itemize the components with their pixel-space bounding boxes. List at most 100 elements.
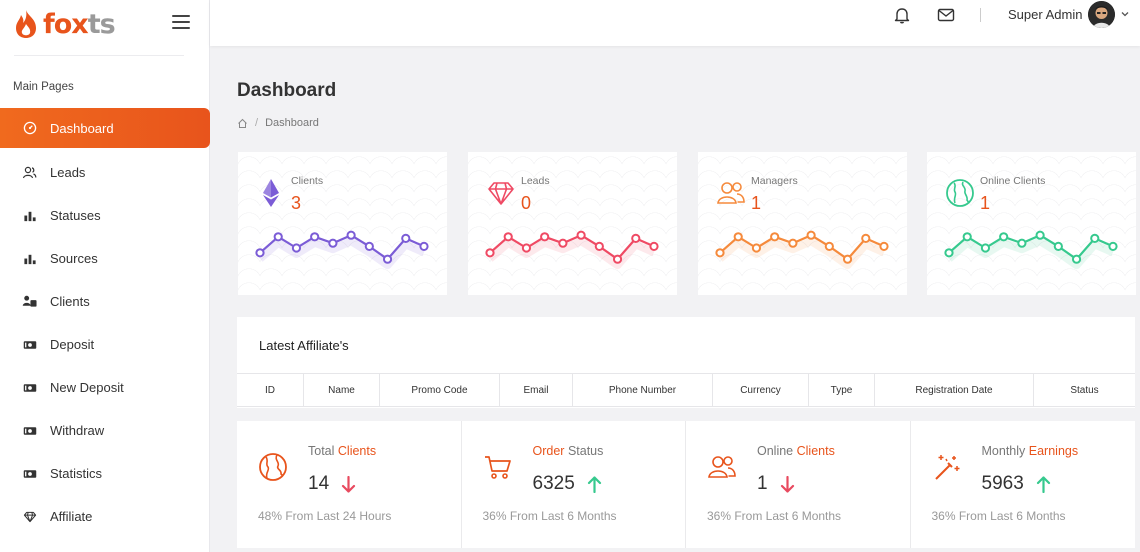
home-icon[interactable] bbox=[237, 118, 248, 129]
column-header-email[interactable]: Email bbox=[500, 374, 573, 406]
column-header-name[interactable]: Name bbox=[304, 374, 380, 406]
cart-icon bbox=[483, 452, 513, 482]
breadcrumb-current: Dashboard bbox=[265, 117, 319, 129]
table-header-row: ID Name Promo Code Email Phone Number Currenc… bbox=[237, 373, 1135, 407]
kpi-title-text: Online bbox=[757, 444, 794, 458]
users-icon bbox=[22, 165, 37, 180]
column-header-type[interactable]: Type bbox=[809, 374, 875, 406]
kpi-footer: 36% From Last 6 Months bbox=[931, 509, 1066, 523]
stat-value: 1 bbox=[980, 193, 991, 213]
bar-chart-icon bbox=[22, 208, 37, 223]
user-name[interactable]: Super Admin bbox=[1008, 7, 1083, 22]
sparkline-point bbox=[594, 241, 604, 251]
sidebar-item-sources[interactable]: Sources bbox=[0, 237, 210, 280]
sparkline-point bbox=[485, 248, 495, 258]
sparkline-line bbox=[489, 234, 655, 261]
kpi-value: 6325 bbox=[533, 473, 602, 495]
kpi-title: Monthly Earnings bbox=[982, 444, 1079, 458]
kpi-value: 1 bbox=[757, 473, 795, 495]
kpi-title-accent: Order bbox=[532, 444, 565, 458]
sparkline-point bbox=[733, 232, 743, 242]
sparkline-glow bbox=[487, 237, 656, 270]
sparkline-point bbox=[806, 230, 816, 240]
kpi-card: Total Clients 14 48% From Last 24 Hours bbox=[237, 421, 462, 548]
sparkline-point bbox=[649, 241, 659, 251]
globe-icon bbox=[258, 452, 288, 482]
sparkline-point bbox=[1017, 238, 1027, 248]
magic-wand-icon bbox=[932, 452, 962, 482]
globe-icon bbox=[945, 178, 975, 208]
money-icon bbox=[22, 466, 37, 481]
sparkline-point bbox=[999, 232, 1009, 242]
kpi-title: Total Clients bbox=[308, 444, 376, 458]
page-title: Dashboard bbox=[237, 80, 337, 101]
sidebar-item-leads[interactable]: Leads bbox=[0, 151, 210, 194]
kpi-title-accent: Clients bbox=[796, 444, 835, 458]
sidebar-item-label: Affiliate bbox=[50, 509, 93, 524]
sparkline-chart bbox=[944, 230, 1118, 270]
kpi-footer: 48% From Last 24 Hours bbox=[258, 509, 392, 523]
dashboard-icon bbox=[22, 121, 37, 136]
users-icon bbox=[707, 452, 737, 482]
sparkline-point bbox=[540, 232, 550, 242]
chevron-down-icon[interactable] bbox=[1120, 9, 1130, 19]
kpi-value: 5963 bbox=[982, 473, 1051, 495]
stat-value: 0 bbox=[521, 193, 532, 213]
sidebar-item-new-deposit[interactable]: New Deposit bbox=[0, 366, 210, 409]
brand-logo[interactable]: foxts bbox=[10, 6, 116, 42]
sidebar-section-label: Main Pages bbox=[13, 81, 74, 93]
sidebar-item-clients[interactable]: Clients bbox=[0, 280, 210, 323]
stat-card-leads: Leads 0 bbox=[468, 152, 677, 295]
sidebar-item-deposit[interactable]: Deposit bbox=[0, 323, 210, 366]
sidebar-item-withdraw[interactable]: Withdraw bbox=[0, 409, 210, 452]
sparkline-chart bbox=[715, 230, 889, 270]
sidebar-item-dashboard[interactable]: Dashboard bbox=[0, 108, 210, 148]
kpi-title-text: Status bbox=[567, 444, 604, 458]
bell-icon[interactable] bbox=[893, 6, 911, 24]
sidebar-item-statuses[interactable]: Statuses bbox=[0, 194, 210, 237]
stat-label: Clients bbox=[291, 175, 324, 187]
sparkline-point bbox=[1108, 241, 1118, 251]
sparkline-point bbox=[1053, 241, 1063, 251]
kpi-row: Total Clients 14 48% From Last 24 Hours Ord… bbox=[237, 421, 1135, 548]
sidebar-item-label: Dashboard bbox=[50, 120, 114, 136]
kpi-number: 6325 bbox=[532, 473, 575, 494]
sparkline-point bbox=[503, 232, 513, 242]
sparkline-point bbox=[521, 243, 532, 253]
column-header-id[interactable]: ID bbox=[237, 374, 304, 406]
mail-icon[interactable] bbox=[937, 7, 955, 23]
sparkline-point bbox=[980, 243, 991, 253]
breadcrumb-separator: / bbox=[255, 117, 259, 129]
sparkline-chart bbox=[485, 230, 659, 270]
sparkline-point bbox=[419, 241, 429, 251]
sidebar-item-label: Leads bbox=[50, 165, 86, 180]
sparkline-point bbox=[631, 233, 641, 243]
column-header-status[interactable]: Status bbox=[1070, 384, 1099, 396]
sparkline-point bbox=[824, 241, 834, 251]
column-header-phone-number[interactable]: Phone Number bbox=[573, 374, 713, 406]
stat-label: Leads bbox=[521, 175, 550, 187]
sparkline-point bbox=[273, 232, 283, 242]
kpi-title-text: Total bbox=[308, 444, 335, 458]
sparkline-point bbox=[328, 238, 338, 248]
sparkline-point bbox=[364, 241, 374, 251]
sidebar-item-affiliate[interactable]: Affiliate bbox=[0, 495, 210, 538]
stat-label: Online Clients bbox=[980, 175, 1046, 187]
sparkline-point bbox=[1035, 230, 1045, 240]
sidebar-item-label: Clients bbox=[50, 294, 90, 309]
sparkline-point bbox=[962, 232, 972, 242]
arrow-up-icon bbox=[575, 475, 602, 493]
sparkline-point bbox=[770, 232, 780, 242]
column-header-currency[interactable]: Currency bbox=[713, 374, 809, 406]
kpi-value: 14 bbox=[308, 473, 356, 495]
column-header-promo-code[interactable]: Promo Code bbox=[380, 374, 500, 406]
sidebar-item-statistics[interactable]: Statistics bbox=[0, 452, 210, 495]
sidebar-item-label: New Deposit bbox=[50, 380, 124, 395]
kpi-footer: 36% From Last 6 Months bbox=[707, 509, 842, 523]
column-header-registration-date[interactable]: Registration Date bbox=[875, 374, 1034, 406]
avatar[interactable] bbox=[1088, 1, 1115, 28]
menu-toggle-icon[interactable] bbox=[172, 15, 190, 29]
sparkline-point bbox=[1090, 233, 1100, 243]
sparkline-glow bbox=[717, 237, 886, 270]
kpi-title-accent: Earnings bbox=[1028, 444, 1079, 458]
